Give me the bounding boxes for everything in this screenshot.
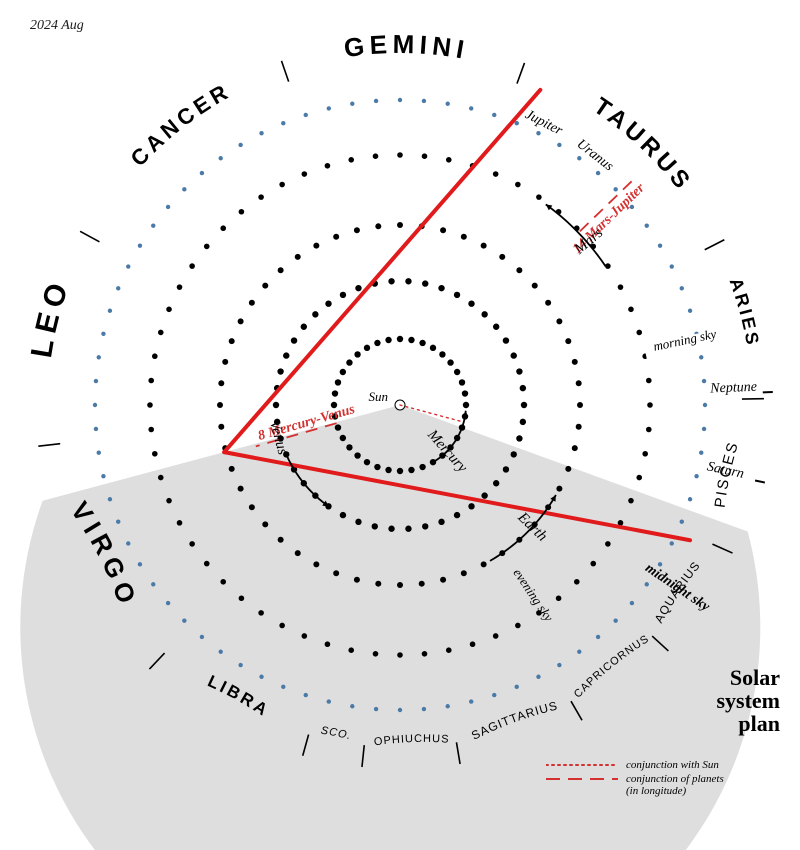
saturn-tick: [755, 480, 765, 482]
legend-row: conjunction with Sun: [546, 759, 724, 771]
chart-canvas: Sun8 Mercury-Venus14 Mars-JupiterMercury…: [0, 0, 800, 850]
zodiac-sign-label: LEO: [25, 274, 76, 360]
planet-label: Neptune: [709, 380, 757, 397]
title-line-1: Solar: [716, 666, 780, 689]
zodiac-sign-label: ARIES: [726, 275, 764, 349]
legend-label: conjunction of planets: [626, 773, 724, 785]
legend: conjunction with Sun conjunction of plane…: [546, 757, 724, 797]
legend-subnote: (in longitude): [626, 785, 724, 797]
date-label: 2024 Aug: [30, 18, 84, 34]
sun-label: Sun: [369, 389, 389, 404]
planet-label: Jupiter: [523, 107, 566, 139]
legend-swatch: [546, 774, 618, 784]
zodiac-sign-label: CANCER: [126, 78, 236, 171]
legend-label: conjunction with Sun: [626, 759, 719, 771]
zodiac-divider: [80, 231, 99, 241]
planet-label: Uranus: [574, 137, 617, 175]
zodiac-sign-label: TAURUS: [589, 93, 698, 197]
title-line-3: plan: [716, 712, 780, 735]
zodiac-divider: [281, 61, 288, 82]
legend-row: conjunction of planets: [546, 773, 724, 785]
title-line-2: system: [716, 689, 780, 712]
diagram-title: Solar system plan: [716, 666, 780, 735]
zodiac-divider: [517, 63, 525, 84]
zodiac-divider: [38, 444, 60, 446]
solar-system-plan: 2024 Aug Sun8 Mercury-Venus14 Mars-Jupit…: [0, 0, 800, 850]
zodiac-sign-label: GEMINI: [342, 29, 471, 65]
zodiac-divider: [705, 240, 725, 250]
legend-swatch: [546, 760, 618, 770]
